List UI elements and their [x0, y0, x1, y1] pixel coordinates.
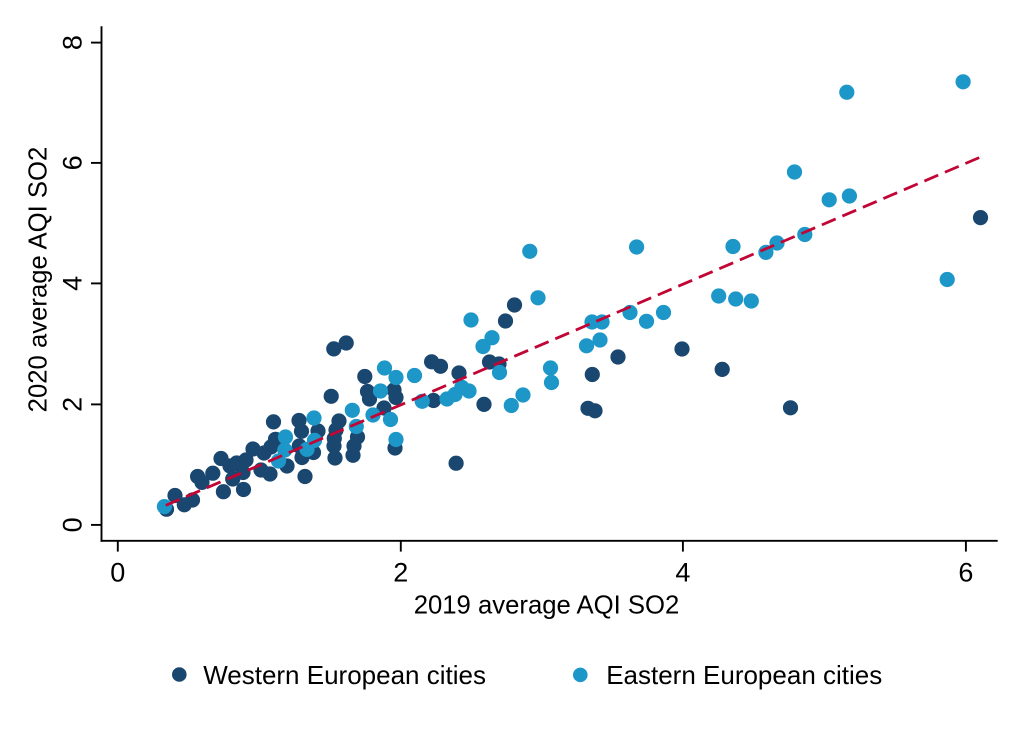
svg-text:Western European cities: Western European cities: [203, 660, 486, 690]
svg-text:6: 6: [58, 155, 88, 170]
svg-text:Eastern European cities: Eastern European cities: [606, 660, 882, 690]
svg-text:0: 0: [58, 517, 88, 532]
svg-text:0: 0: [110, 557, 125, 587]
svg-text:8: 8: [58, 35, 88, 50]
svg-text:2020 average AQI SO2: 2020 average AQI SO2: [25, 147, 53, 413]
svg-text:2019 average AQI SO2: 2019 average AQI SO2: [414, 592, 680, 620]
svg-text:2: 2: [393, 557, 408, 587]
svg-text:4: 4: [675, 557, 690, 587]
svg-text:6: 6: [958, 557, 973, 587]
svg-text:4: 4: [58, 276, 88, 291]
svg-text:2: 2: [58, 397, 88, 412]
